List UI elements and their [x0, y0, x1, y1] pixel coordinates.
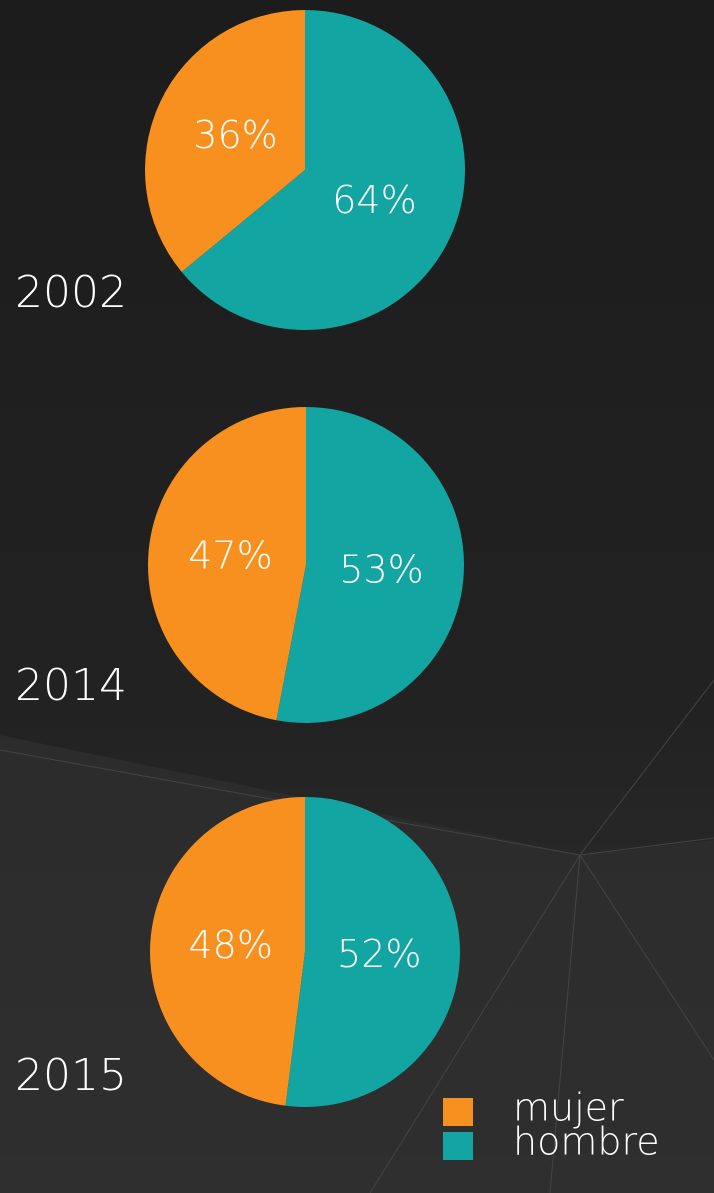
data-label: 64%: [332, 178, 416, 222]
legend-label: mujer: [513, 1086, 624, 1130]
pie-slice: [181, 10, 466, 331]
pie-slice: [149, 797, 305, 1106]
data-label: 47%: [188, 533, 272, 577]
chart-title: 2014: [15, 660, 127, 711]
legend-swatch: [443, 1132, 473, 1160]
data-label: 36%: [193, 113, 277, 157]
pie-slice: [145, 10, 305, 272]
data-label: 48%: [189, 923, 273, 967]
chart-title: 2015: [15, 1050, 127, 1101]
chart-title: 2002: [15, 267, 127, 318]
data-label: 52%: [337, 932, 421, 976]
pie-slice: [276, 407, 464, 723]
legend-swatch: [443, 1098, 473, 1126]
pie-slice: [285, 797, 460, 1107]
pie-slice: [147, 407, 306, 721]
data-label: 53%: [339, 548, 423, 592]
legend-label: hombre: [513, 1120, 660, 1164]
